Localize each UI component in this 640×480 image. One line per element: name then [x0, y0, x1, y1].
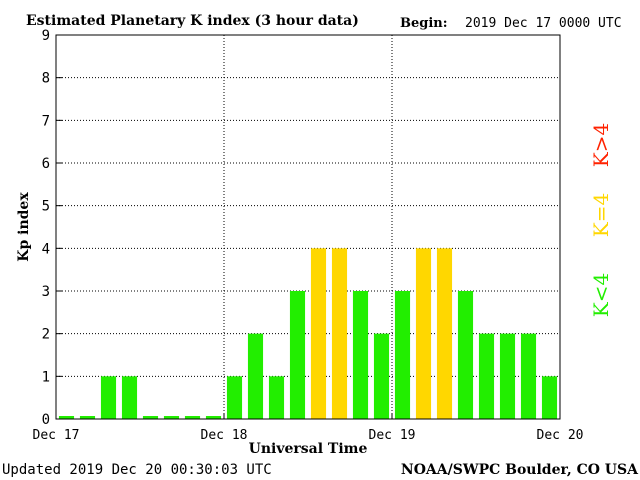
y-tick-label: 6 [42, 156, 50, 172]
kp-bar [163, 416, 180, 419]
legend-item: K=4 [589, 193, 613, 237]
y-tick-label: 0 [42, 412, 50, 428]
source-credit: NOAA/SWPC Boulder, CO USA [401, 462, 639, 478]
kp-bar [205, 416, 222, 419]
y-tick-label: 8 [42, 71, 50, 87]
kp-bar [121, 376, 138, 419]
kp-bar [331, 248, 348, 419]
kp-bar [142, 416, 159, 419]
grid-lines [56, 35, 560, 419]
kp-bar [352, 291, 369, 419]
legend-label: K=4 [589, 193, 613, 237]
kp-bar [79, 416, 96, 419]
plot-frame [55, 34, 561, 420]
begin-value: 2019 Dec 17 0000 UTC [465, 16, 622, 31]
kp-bar [457, 291, 474, 419]
kp-bar [289, 291, 306, 419]
kp-bar [436, 248, 453, 419]
x-axis-label: Universal Time [249, 441, 368, 457]
y-axis-label: Kp index [16, 192, 32, 262]
chart-title: Estimated Planetary K index (3 hour data… [26, 13, 359, 29]
y-tick-label: 4 [42, 241, 50, 257]
kp-bar [520, 333, 537, 419]
y-tick-label: 2 [42, 327, 50, 343]
y-ticks: 0 1 2 3 4 5 6 7 8 9 [42, 28, 62, 428]
y-tick-label: 1 [42, 369, 50, 385]
kp-bar [58, 416, 75, 419]
kp-bar [268, 376, 285, 419]
legend-item: K<4 [589, 273, 613, 317]
y-tick-label: 5 [42, 199, 50, 215]
kp-bar [226, 376, 243, 419]
kp-bar [499, 333, 516, 419]
x-tick-label: Dec 18 [201, 428, 248, 443]
kp-bar [184, 416, 201, 419]
x-tick-label: Dec 17 [33, 428, 80, 443]
x-tick-label: Dec 19 [369, 428, 416, 443]
y-tick-label: 3 [42, 284, 50, 300]
legend-item: K>4 [589, 123, 613, 167]
x-ticks: Dec 17 Dec 18 Dec 19 Dec 20 [33, 413, 584, 443]
legend: K<4 K=4 K>4 [589, 123, 613, 317]
begin-label: Begin: [400, 16, 448, 31]
kp-bar [478, 333, 495, 419]
kp-bar [310, 248, 327, 419]
kp-bar [247, 333, 264, 419]
legend-label: K>4 [589, 123, 613, 167]
kp-bar [415, 248, 432, 419]
legend-label: K<4 [589, 273, 613, 317]
x-tick-label: Dec 20 [537, 428, 584, 443]
kp-bar [394, 291, 411, 419]
y-tick-label: 7 [42, 113, 50, 129]
kp-bar [100, 376, 117, 419]
updated-timestamp: Updated 2019 Dec 20 00:30:03 UTC [2, 462, 272, 478]
kp-bar [541, 376, 558, 419]
bars-group [58, 248, 558, 419]
y-tick-label: 9 [42, 28, 50, 44]
kp-bar [373, 333, 390, 419]
